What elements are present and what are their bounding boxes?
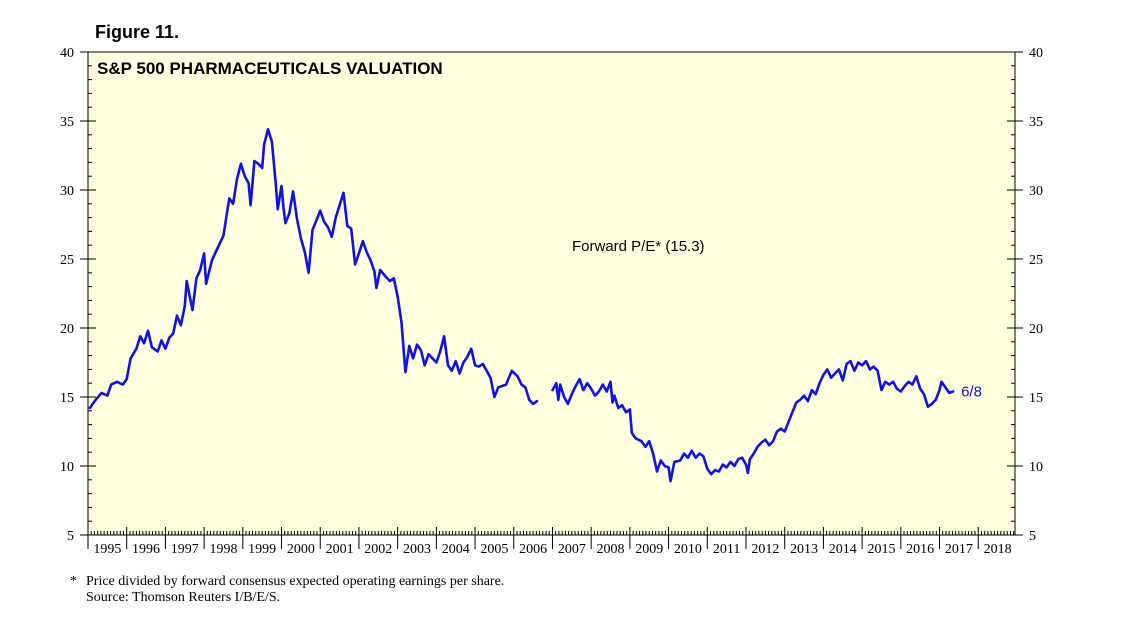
x-tick-label: 2004 xyxy=(442,542,470,557)
x-tick-label: 2011 xyxy=(713,542,740,557)
footnote-line-1: Price divided by forward consensus expec… xyxy=(86,574,505,589)
x-tick-label: 2016 xyxy=(906,542,934,557)
plot-area xyxy=(87,51,1016,536)
x-tick-label: 2007 xyxy=(558,542,586,557)
footnote: * Price divided by forward consensus expe… xyxy=(70,574,504,606)
x-tick-label: 2002 xyxy=(364,542,392,557)
y-tick-label-left: 15 xyxy=(60,391,74,406)
x-tick-label: 2010 xyxy=(674,542,702,557)
x-tick-label: 1999 xyxy=(248,542,276,557)
y-tick-label-left: 35 xyxy=(60,115,74,130)
x-tick-label: 2005 xyxy=(480,542,508,557)
x-tick-label: 1997 xyxy=(171,542,199,557)
series-lines xyxy=(88,128,955,483)
series-line-segment xyxy=(551,359,955,483)
x-tick-label: 2006 xyxy=(519,542,547,557)
x-tick-label: 2008 xyxy=(597,542,625,557)
x-tick-label: 2000 xyxy=(287,542,315,557)
y-tick-label-right: 30 xyxy=(1029,184,1043,199)
end-date-label: 6/8 xyxy=(961,384,982,401)
y-tick-label-left: 5 xyxy=(67,529,74,544)
footnote-line-2: Source: Thomson Reuters I/B/E/S. xyxy=(86,590,281,605)
x-tick-label: 1995 xyxy=(93,542,121,557)
x-tick-label: 2017 xyxy=(945,542,973,557)
x-tick-label: 1996 xyxy=(132,542,160,557)
x-tick-label: 2003 xyxy=(403,542,431,557)
y-tick-label-right: 35 xyxy=(1029,115,1043,130)
x-tick-label: 2012 xyxy=(751,542,779,557)
x-tick-label: 2013 xyxy=(790,542,818,557)
series-annotation: Forward P/E* (15.3) xyxy=(572,238,705,255)
series-line-segment xyxy=(88,128,539,410)
y-tick-label-left: 40 xyxy=(60,46,74,61)
chart-title: S&P 500 PHARMACEUTICALS VALUATION xyxy=(97,59,443,78)
footnote-marker: * xyxy=(70,574,77,589)
y-tick-label-right: 15 xyxy=(1029,391,1043,406)
x-tick-label: 2018 xyxy=(984,542,1012,557)
x-tick-label: 2009 xyxy=(635,542,663,557)
y-tick-label-right: 20 xyxy=(1029,322,1043,337)
y-tick-label-left: 25 xyxy=(60,253,74,268)
axis-ticks: 5 5 10 10 15 15 20 20 25 25 30 30 35 35 40 40 1995 1996 19… xyxy=(60,46,1043,557)
x-tick-label: 1998 xyxy=(209,542,237,557)
y-tick-label-right: 5 xyxy=(1029,529,1036,544)
x-tick-label: 2001 xyxy=(326,542,354,557)
y-tick-label-right: 10 xyxy=(1029,460,1043,475)
y-tick-label-left: 30 xyxy=(60,184,74,199)
x-tick-label: 2014 xyxy=(829,542,857,557)
y-tick-label-right: 40 xyxy=(1029,46,1043,61)
y-tick-label-left: 10 xyxy=(60,460,74,475)
figure-label: Figure 11. xyxy=(95,22,180,42)
x-tick-label: 2015 xyxy=(867,542,895,557)
y-tick-label-left: 20 xyxy=(60,322,74,337)
y-tick-label-right: 25 xyxy=(1029,253,1043,268)
